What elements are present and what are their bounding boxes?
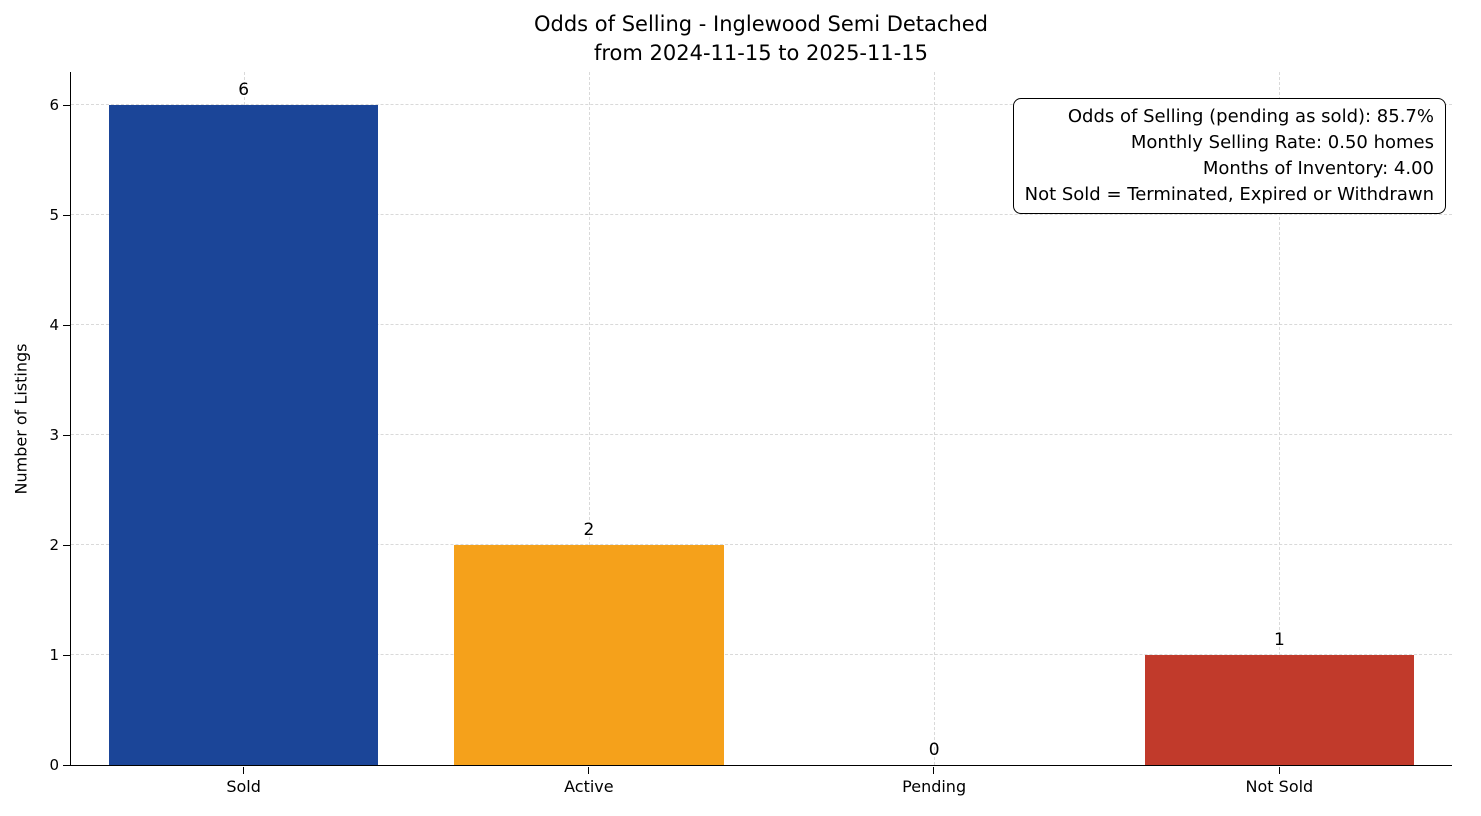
y-tick-label: 4 [49,316,59,334]
bar-not-sold [1144,655,1414,765]
y-tick-label: 3 [49,426,59,444]
bar-active [454,545,724,765]
y-tick-label: 0 [49,756,59,774]
x-tick-mark [933,766,935,774]
x-tick-mark [242,766,244,774]
y-tick-mark [62,434,70,436]
x-tick-mark [588,766,590,774]
annotation-line-notsold: Not Sold = Terminated, Expired or Withdr… [1024,184,1434,206]
y-tick-label: 6 [49,96,59,114]
chart-title: Odds of Selling - Inglewood Semi Detache… [70,10,1452,68]
annotation-line-odds: Odds of Selling (pending as sold): 85.7% [1067,106,1434,127]
y-axis-label: Number of Listings [11,343,31,495]
bar-sold [108,105,379,765]
bar-value-label: 0 [928,740,940,760]
stats-annotation-box: Odds of Selling (pending as sold): 85.7%… [1012,98,1446,215]
y-tick-label: 5 [49,206,59,224]
x-tick-label: Pending [902,777,967,796]
x-tick-label: Not Sold [1245,777,1314,796]
annotation-line-rate: Monthly Selling Rate: 0.50 homes [1130,132,1434,154]
y-tick-mark [62,764,70,766]
y-tick-mark [62,324,70,326]
chart-title-line2: from 2024-11-15 to 2025-11-15 [593,40,929,65]
x-tick-label: Sold [226,777,261,796]
x-tick-label: Active [564,777,614,796]
bar-value-label: 6 [238,80,250,100]
y-tick-mark [62,654,70,656]
bar-value-label: 1 [1273,630,1285,651]
chart-title-line1: Odds of Selling - Inglewood Semi Detache… [533,12,989,36]
annotation-line-inventory: Months of Inventory: 4.00 [1202,158,1434,180]
y-tick-mark [62,104,70,106]
y-tick-mark [62,544,70,546]
y-tick-mark [62,214,70,216]
y-tick-label: 2 [49,536,59,554]
plot-area: Odds of Selling (pending as sold): 85.7%… [49,72,1452,796]
x-tick-mark [1278,766,1280,774]
y-tick-label: 1 [49,646,59,664]
gridline-vertical [934,72,936,765]
bar-value-label: 2 [583,520,595,541]
